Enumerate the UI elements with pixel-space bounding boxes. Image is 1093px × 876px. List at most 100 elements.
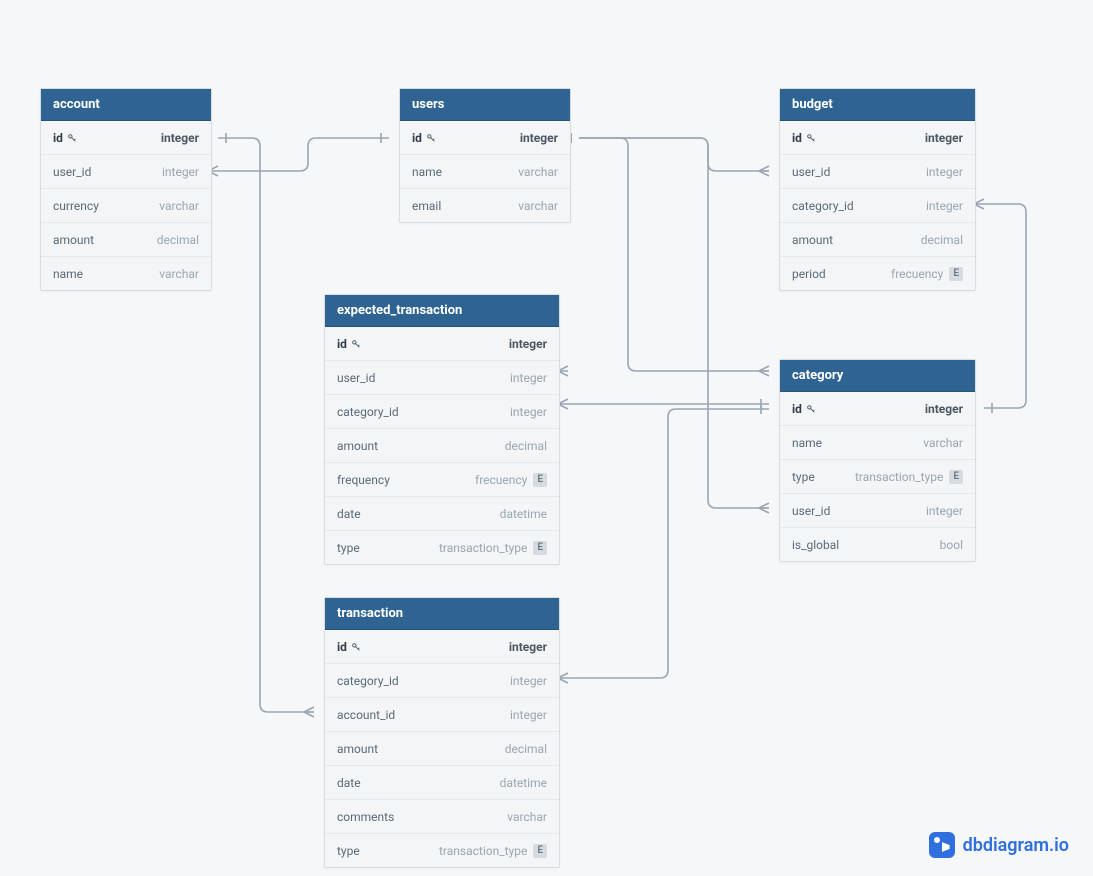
column-name: user_id	[792, 165, 830, 179]
table-row[interactable]: email varchar	[400, 189, 570, 222]
column-type: datetime	[500, 776, 547, 790]
table-row[interactable]: date datetime	[325, 497, 559, 531]
column-name: type	[792, 470, 815, 484]
column-name: user_id	[792, 504, 830, 518]
table-row[interactable]: id integer	[41, 121, 211, 155]
column-name: date	[337, 507, 361, 521]
table-transaction[interactable]: transaction id integer category_id integ…	[324, 597, 560, 868]
table-row[interactable]: amount decimal	[41, 223, 211, 257]
column-name: amount	[337, 439, 378, 453]
column-type: integer	[510, 708, 547, 722]
table-row[interactable]: name varchar	[780, 426, 975, 460]
column-type: integer	[510, 371, 547, 385]
column-name: id	[412, 131, 436, 145]
column-type: integer	[926, 199, 963, 213]
enum-badge: E	[949, 267, 963, 281]
column-type: integer	[925, 402, 963, 416]
table-row[interactable]: amount decimal	[325, 732, 559, 766]
column-name: id	[53, 131, 77, 145]
table-row[interactable]: comments varchar	[325, 800, 559, 834]
column-name: amount	[792, 233, 833, 247]
column-type: integer	[926, 165, 963, 179]
table-row[interactable]: user_id integer	[41, 155, 211, 189]
column-type: decimal	[505, 742, 547, 756]
table-row[interactable]: user_id integer	[780, 494, 975, 528]
column-type: decimal	[505, 439, 547, 453]
column-type: datetime	[500, 507, 547, 521]
column-type: integer	[510, 674, 547, 688]
table-row[interactable]: id integer	[325, 327, 559, 361]
table-header: expected_transaction	[325, 295, 559, 327]
table-row[interactable]: category_id integer	[325, 664, 559, 698]
column-name: period	[792, 267, 826, 281]
column-name: type	[337, 541, 360, 555]
column-name: amount	[53, 233, 94, 247]
column-type: varchar	[507, 810, 547, 824]
column-type: transaction_type E	[439, 541, 547, 555]
table-row[interactable]: date datetime	[325, 766, 559, 800]
column-name: id	[337, 337, 361, 351]
column-type: integer	[509, 640, 547, 654]
table-row[interactable]: frequency frecuency E	[325, 463, 559, 497]
table-row[interactable]: type transaction_type E	[325, 834, 559, 867]
table-row[interactable]: name varchar	[400, 155, 570, 189]
column-type: varchar	[159, 199, 199, 213]
table-header: budget	[780, 89, 975, 121]
table-row[interactable]: is_global bool	[780, 528, 975, 561]
column-name: name	[792, 436, 822, 450]
dbdiagram-logo: dbdiagram.io	[929, 832, 1069, 858]
logo-text: dbdiagram.io	[963, 835, 1069, 856]
column-name: comments	[337, 810, 394, 824]
column-type: varchar	[923, 436, 963, 450]
enum-badge: E	[533, 844, 547, 858]
column-type: decimal	[157, 233, 199, 247]
table-category[interactable]: category id integer name varchar type tr…	[779, 359, 976, 562]
column-name: user_id	[53, 165, 91, 179]
column-name: currency	[53, 199, 99, 213]
column-name: is_global	[792, 538, 839, 552]
column-name: category_id	[337, 674, 399, 688]
column-type: varchar	[518, 199, 558, 213]
table-row[interactable]: currency varchar	[41, 189, 211, 223]
column-type: integer	[925, 131, 963, 145]
table-row[interactable]: id integer	[780, 121, 975, 155]
column-type: transaction_type E	[439, 844, 547, 858]
table-row[interactable]: type transaction_type E	[325, 531, 559, 564]
table-expected_transaction[interactable]: expected_transaction id integer user_id …	[324, 294, 560, 565]
table-budget[interactable]: budget id integer user_id integer catego…	[779, 88, 976, 291]
table-row[interactable]: amount decimal	[325, 429, 559, 463]
table-row[interactable]: id integer	[780, 392, 975, 426]
table-row[interactable]: amount decimal	[780, 223, 975, 257]
table-row[interactable]: user_id integer	[780, 155, 975, 189]
column-type: integer	[926, 504, 963, 518]
column-type: frecuency E	[475, 473, 547, 487]
table-row[interactable]: id integer	[400, 121, 570, 155]
column-name: id	[792, 131, 816, 145]
column-type: frecuency E	[891, 267, 963, 281]
table-row[interactable]: type transaction_type E	[780, 460, 975, 494]
table-row[interactable]: period frecuency E	[780, 257, 975, 290]
table-row[interactable]: category_id integer	[325, 395, 559, 429]
table-header: account	[41, 89, 211, 121]
column-name: category_id	[337, 405, 399, 419]
column-type: bool	[940, 538, 963, 552]
table-row[interactable]: id integer	[325, 630, 559, 664]
column-name: date	[337, 776, 361, 790]
column-name: name	[53, 267, 83, 281]
column-name: account_id	[337, 708, 395, 722]
table-account[interactable]: account id integer user_id integer curre…	[40, 88, 212, 291]
enum-badge: E	[533, 473, 547, 487]
column-name: email	[412, 199, 441, 213]
table-header: users	[400, 89, 570, 121]
table-users[interactable]: users id integer name varchar email varc…	[399, 88, 571, 223]
table-header: transaction	[325, 598, 559, 630]
table-row[interactable]: user_id integer	[325, 361, 559, 395]
enum-badge: E	[533, 541, 547, 555]
table-row[interactable]: account_id integer	[325, 698, 559, 732]
table-row[interactable]: name varchar	[41, 257, 211, 290]
column-name: user_id	[337, 371, 375, 385]
column-type: varchar	[518, 165, 558, 179]
table-row[interactable]: category_id integer	[780, 189, 975, 223]
table-header: category	[780, 360, 975, 392]
enum-badge: E	[949, 470, 963, 484]
